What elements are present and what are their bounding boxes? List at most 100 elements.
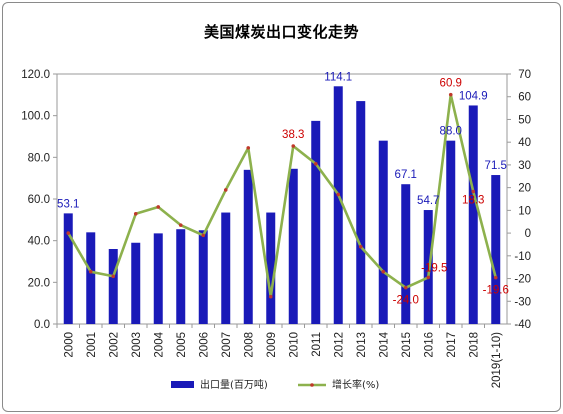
bar: [176, 229, 186, 324]
x-tick-label: 2015: [401, 332, 413, 358]
x-tick-label: 2002: [108, 332, 120, 358]
line-point: [66, 231, 71, 235]
bar-data-label: 104.9: [459, 90, 488, 102]
bar: [86, 232, 96, 324]
x-tick-label: 2018: [468, 332, 480, 358]
plot-area: [56, 73, 508, 325]
bar: [243, 169, 253, 324]
line-point: [403, 285, 408, 290]
line-data-label: -19.6: [483, 285, 509, 297]
y-right-tick-label: -30: [514, 296, 531, 308]
x-tick-label: 2003: [131, 332, 143, 358]
bar: [491, 175, 501, 324]
y-left-tick-label: 0.0: [34, 319, 50, 331]
line-point: [223, 188, 228, 192]
x-tick-label: 2004: [153, 331, 165, 357]
line-point: [88, 269, 93, 274]
bar: [378, 140, 388, 324]
line-point: [111, 274, 116, 279]
y-left-tick-label: 40.0: [28, 236, 50, 248]
y-left-tick-label: 60.0: [28, 194, 50, 206]
bar: [63, 213, 73, 324]
legend: 出口量(百万吨) 增长率(%): [171, 378, 379, 391]
y-right-tick-label: 0: [525, 228, 531, 240]
x-tick-label: 2010: [288, 332, 300, 358]
line-series: [66, 92, 498, 299]
line-point: [178, 223, 183, 227]
bar: [446, 140, 456, 324]
line-point: [291, 144, 296, 148]
bar-data-label: 114.1: [324, 71, 352, 83]
x-tick-label: 2008: [243, 332, 255, 358]
legend-line-label: 增长率(%): [332, 378, 379, 391]
line-data-label: -19.5: [421, 262, 447, 274]
line-point: [426, 275, 431, 280]
line-point: [133, 211, 138, 216]
line-point: [246, 146, 251, 150]
line-data-label: 60.9: [440, 78, 462, 90]
y-left-tick-label: 20.0: [28, 277, 50, 289]
bar: [333, 86, 343, 325]
x-tick-label: 2014: [378, 331, 390, 357]
x-tick-label: 2019(1-10): [491, 332, 503, 388]
axes: 0.0 20.0 40.0 60.0 80.0 100.0 120.0 -40 -30 -20 -1…: [21, 69, 531, 388]
x-tick-label: 2007: [221, 332, 233, 358]
y-right-tick-label: 20: [518, 183, 531, 195]
bar-data-label: 88.0: [440, 126, 462, 138]
x-tick-label: 2001: [86, 332, 98, 358]
y-right-tick-label: 10: [518, 205, 531, 217]
y-right-tick-label: -20: [514, 274, 531, 286]
bar: [468, 105, 478, 324]
line-data-label: 18.3: [462, 195, 484, 207]
x-tick-label: 2012: [333, 332, 345, 358]
growth-line: [67, 93, 498, 299]
bar-data-label: 53.1: [57, 198, 79, 210]
y-right-tick-label: 70: [518, 69, 531, 81]
bar: [153, 233, 163, 324]
line-point: [381, 269, 386, 274]
y-right-tick-label: 40: [518, 137, 531, 149]
x-tick-label: 2011: [311, 332, 323, 357]
line-point: [358, 244, 363, 249]
line-point: [471, 189, 476, 194]
bar: [266, 212, 276, 324]
data-labels: 53.1 114.1 67.1 54.7 88.0 104.9 71.5 38.3 -24.0 -…: [57, 71, 509, 306]
line-point: [268, 294, 273, 299]
line-point: [313, 161, 318, 166]
bar-series: [63, 86, 501, 325]
line-point: [201, 233, 206, 238]
legend-line-marker: [310, 383, 314, 387]
bar: [198, 230, 208, 324]
bar: [311, 120, 321, 324]
y-left-tick-label: 120.0: [21, 69, 50, 81]
bar: [401, 184, 411, 324]
y-right-tick-label: 30: [518, 160, 531, 172]
chart-title: 美国煤炭出口变化走势: [203, 23, 359, 41]
bar-data-label: 67.1: [395, 169, 417, 181]
x-tick-label: 2000: [63, 332, 75, 358]
bar: [131, 242, 141, 324]
bar-data-label: 54.7: [417, 195, 439, 207]
y-right-tick-label: 60: [518, 92, 531, 104]
line-data-label: 38.3: [282, 129, 304, 141]
y-right-tick-label: 50: [518, 114, 531, 126]
x-tick-label: 2006: [198, 332, 210, 358]
bar: [108, 249, 118, 324]
y-left-tick-label: 100.0: [21, 111, 50, 123]
bar: [288, 168, 298, 324]
legend-bar-swatch: [171, 381, 194, 388]
bar: [356, 101, 366, 324]
bar-data-label: 71.5: [485, 160, 507, 172]
x-tick-label: 2013: [356, 332, 368, 358]
x-tick-label: 2005: [176, 332, 188, 358]
line-point: [156, 205, 161, 209]
line-data-label: -24.0: [393, 295, 419, 307]
line-point: [493, 275, 498, 280]
line-point: [336, 192, 341, 197]
y-left-tick-label: 80.0: [28, 152, 50, 164]
x-tick-label: 2017: [446, 332, 458, 358]
x-tick-label: 2016: [423, 332, 435, 358]
bar: [221, 212, 231, 324]
